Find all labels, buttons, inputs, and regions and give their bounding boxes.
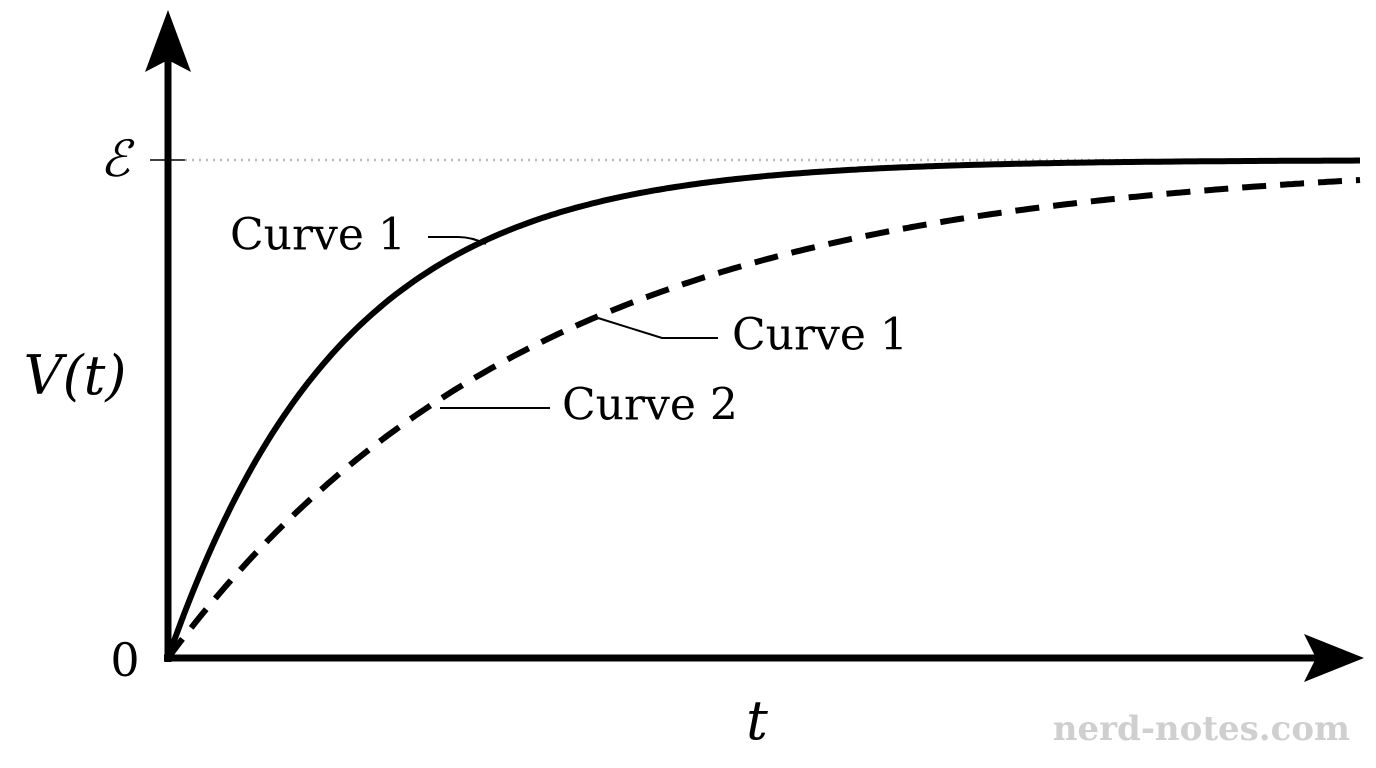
curve-1 [165,157,1360,660]
y-axis-arrow [145,10,191,72]
y-axis-label: V(t) [24,344,127,407]
watermark: nerd-notes.com [1053,709,1350,749]
curve-label: Curve 1 [732,310,908,361]
tick-label: 0 [110,633,139,687]
tick-label: ℰ [100,130,135,188]
leader-line [428,236,487,245]
curve-label: Curve 2 [562,380,738,431]
leader-line [597,317,718,339]
curve-label: Curve 1 [230,210,406,261]
x-axis-label: t [746,689,768,752]
x-axis-arrow [1304,634,1364,682]
curve-2 [165,177,1361,660]
